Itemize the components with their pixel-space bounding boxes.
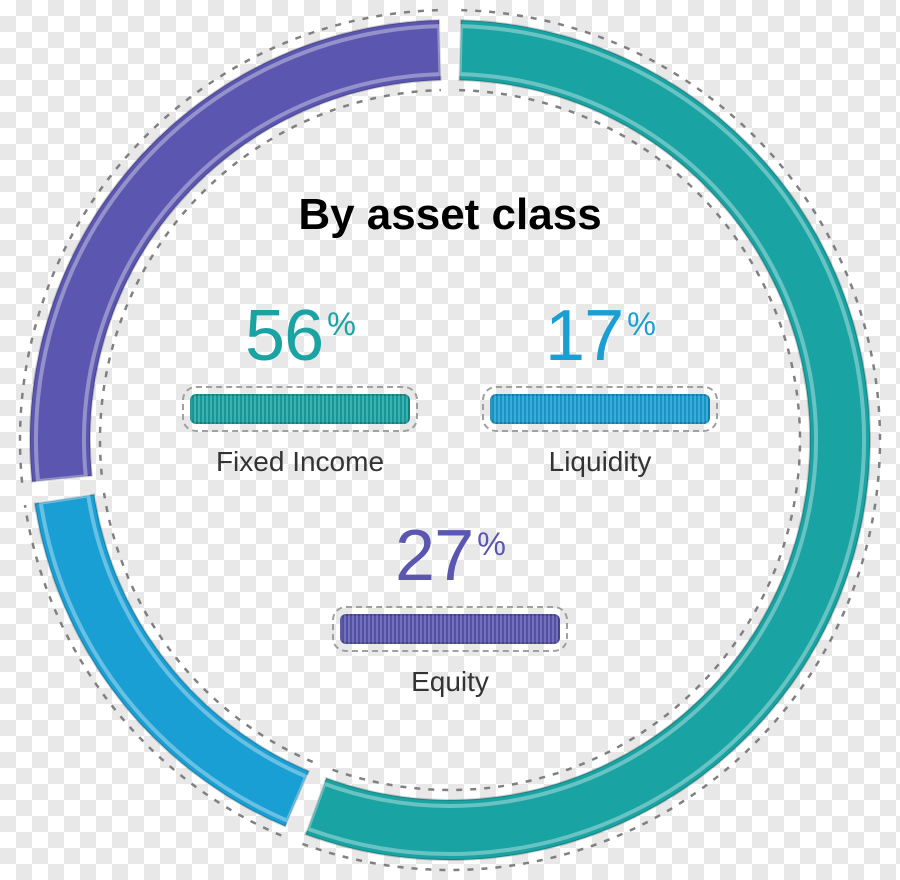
legend-fixed-income-pct: 56% bbox=[190, 300, 410, 372]
legend-liquidity-pct: 17% bbox=[490, 300, 710, 372]
legend-fixed-income-bar bbox=[190, 394, 410, 424]
legend-equity-label: Equity bbox=[340, 666, 560, 698]
legend-fixed-income-label: Fixed Income bbox=[190, 446, 410, 478]
legend-equity-pct: 27% bbox=[340, 520, 560, 592]
legend-liquidity-label: Liquidity bbox=[490, 446, 710, 478]
donut-ring bbox=[0, 0, 900, 880]
legend-liquidity: 17% Liquidity bbox=[490, 300, 710, 478]
legend-equity: 27% Equity bbox=[340, 520, 560, 698]
legend-liquidity-bar bbox=[490, 394, 710, 424]
legend-fixed-income: 56% Fixed Income bbox=[190, 300, 410, 478]
legend-equity-bar bbox=[340, 614, 560, 644]
donut-chart: By asset class 56% Fixed Income 17% Liqu… bbox=[0, 0, 900, 880]
chart-title: By asset class bbox=[0, 190, 900, 240]
donut-segment-liquidity bbox=[35, 494, 309, 826]
